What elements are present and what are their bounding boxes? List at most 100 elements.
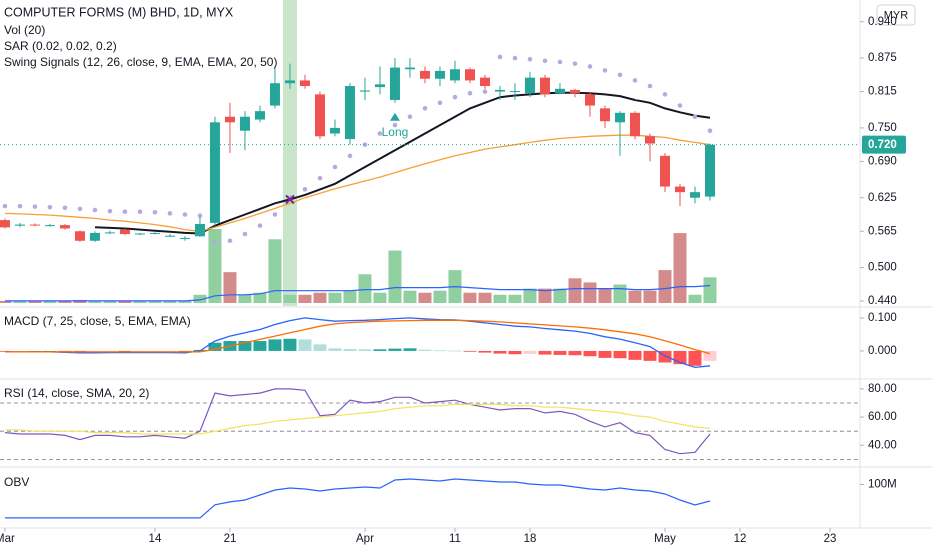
volume-bar — [13, 300, 27, 303]
histogram-bar — [328, 348, 342, 351]
volume-bar — [238, 294, 252, 303]
x-tick-label: Mar — [0, 533, 15, 545]
sar-dot — [497, 54, 503, 60]
volume-bar — [0, 300, 12, 303]
histogram-bar — [373, 349, 387, 351]
sar-dot — [377, 131, 383, 136]
sar-dot — [482, 89, 488, 94]
candle-body — [659, 155, 670, 187]
histogram-bar — [388, 348, 402, 351]
histogram-bar — [253, 341, 267, 351]
y-tick-label: 0.625 — [868, 192, 897, 204]
currency-label: MYR — [884, 9, 909, 21]
histogram-bar — [568, 350, 582, 356]
sar-dot — [92, 207, 98, 213]
moving-average-line — [4, 134, 711, 232]
candle-body — [209, 122, 220, 223]
volume-bar — [58, 300, 72, 303]
sar-dot — [632, 78, 638, 83]
sar-dot — [47, 204, 53, 210]
last-price-label: 0.720 — [868, 139, 897, 151]
x-tick-label: 23 — [824, 533, 837, 545]
volume-bar — [463, 292, 477, 303]
volume-bar — [313, 292, 327, 303]
signal-arrow — [389, 112, 400, 121]
candle-body — [269, 83, 280, 106]
volume-bar — [223, 272, 237, 303]
histogram-bar — [643, 350, 657, 361]
candle-body — [509, 91, 520, 93]
pane-title: OBV — [4, 475, 29, 489]
volume-bar — [493, 294, 507, 303]
sar-dot — [122, 209, 128, 215]
sar-dot — [392, 122, 398, 128]
y-tick-label: 0.000 — [868, 345, 897, 357]
histogram-bar — [508, 350, 522, 355]
sar-dot — [32, 204, 38, 209]
volume-bar — [688, 294, 702, 303]
x-tick-label: 11 — [449, 533, 461, 545]
x-tick-label: May — [654, 533, 676, 545]
sar-dot — [452, 94, 458, 100]
candle-body — [59, 225, 70, 229]
histogram-bar — [613, 350, 627, 359]
candle-body — [149, 232, 160, 234]
histogram-bar — [523, 350, 537, 354]
y-tick-label: 0.500 — [868, 262, 897, 274]
sar-dot — [257, 223, 263, 228]
indicator-line — [5, 317, 711, 369]
histogram-bar — [343, 348, 357, 351]
x-tick-label: 14 — [149, 533, 162, 545]
volume-bar — [703, 277, 717, 303]
y-tick-label: 0.940 — [868, 16, 897, 28]
sar-dot — [317, 175, 323, 181]
sar-dot — [422, 106, 428, 111]
histogram-bar — [238, 341, 252, 351]
sar-dot — [542, 58, 548, 64]
volume-bar — [118, 300, 132, 303]
sar-dot — [62, 205, 68, 211]
sar-dot — [692, 114, 698, 120]
legend-entry: Swing Signals (12, 26, close, 9, EMA, EM… — [4, 55, 277, 69]
volume-bar — [478, 292, 492, 303]
last-price-box — [862, 135, 906, 154]
y-tick-label: 0.440 — [868, 295, 897, 307]
sar-dot — [107, 208, 113, 214]
sar-dot — [467, 90, 473, 96]
y-tick-label: 100M — [868, 479, 897, 491]
histogram-bar — [358, 349, 372, 351]
histogram-bar — [268, 339, 282, 351]
sar-dot — [167, 211, 173, 216]
volume-bar — [613, 284, 627, 303]
indicator-line — [4, 388, 711, 455]
sar-dot — [137, 209, 143, 215]
volume-bar — [133, 300, 147, 303]
candle-body — [284, 80, 295, 84]
candle-body — [179, 237, 190, 239]
volume-bar — [418, 292, 432, 303]
volume-bar — [208, 229, 222, 303]
histogram-bar — [658, 350, 672, 363]
volume-bar — [328, 292, 342, 303]
candle-body — [329, 127, 340, 134]
sar-dot — [272, 212, 278, 217]
candle-body — [644, 136, 655, 144]
volume-bar — [553, 288, 567, 303]
volume-bar — [178, 300, 192, 303]
volume-bar — [358, 274, 372, 303]
histogram-bar — [703, 350, 717, 361]
histogram-bar — [598, 350, 612, 358]
candle-body — [239, 116, 250, 131]
sar-dot — [437, 100, 443, 106]
candle-body — [164, 235, 175, 237]
volume-bar — [103, 300, 117, 303]
candle-body — [89, 232, 100, 241]
sar-dot — [707, 128, 713, 133]
sar-dot — [2, 203, 8, 209]
candle-body — [704, 144, 715, 197]
sar-dot — [77, 206, 83, 212]
currency-box[interactable] — [876, 4, 916, 26]
candle-body — [674, 186, 685, 193]
volume-bar — [388, 250, 402, 303]
candle-body — [254, 111, 265, 120]
